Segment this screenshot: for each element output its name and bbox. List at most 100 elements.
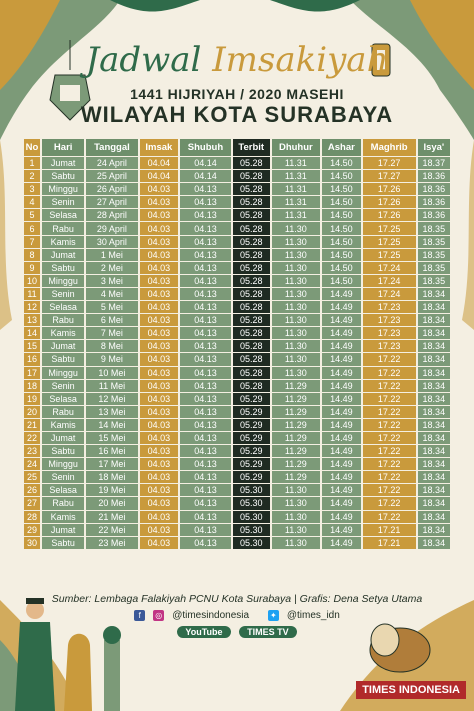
cell-maghrib: 17.26 bbox=[362, 209, 416, 222]
cell-dhuhur: 11.30 bbox=[271, 287, 321, 301]
cell-ashar: 14.49 bbox=[322, 314, 361, 327]
cell-no: 24 bbox=[24, 458, 40, 471]
table-row: 29 Jumat 22 Mei 04.03 04.13 05.30 11.30 14.49 17… bbox=[24, 523, 450, 536]
cell-no: 7 bbox=[24, 235, 40, 248]
cell-dhuhur: 11.30 bbox=[271, 497, 321, 510]
cell-hari: Kamis bbox=[42, 235, 85, 248]
cell-hari: Kamis bbox=[42, 327, 85, 340]
cell-subuh: 04.13 bbox=[180, 392, 231, 405]
cell-isya: 18.34 bbox=[417, 445, 450, 458]
cell-isya: 18.36 bbox=[417, 170, 450, 183]
cell-terbit: 05.28 bbox=[232, 327, 270, 340]
header-hari: Hari bbox=[42, 139, 85, 156]
cell-no: 22 bbox=[24, 431, 40, 445]
cell-no: 18 bbox=[24, 379, 40, 392]
cell-ashar: 14.50 bbox=[322, 274, 361, 287]
cell-terbit: 05.28 bbox=[232, 222, 270, 235]
cell-no: 8 bbox=[24, 248, 40, 261]
cell-no: 23 bbox=[24, 445, 40, 458]
cell-ashar: 14.49 bbox=[322, 405, 361, 418]
cell-terbit: 05.28 bbox=[232, 353, 270, 366]
cell-dhuhur: 11.30 bbox=[271, 261, 321, 274]
cell-terbit: 05.28 bbox=[232, 235, 270, 248]
cell-isya: 18.35 bbox=[417, 222, 450, 235]
cell-hari: Senin bbox=[42, 379, 85, 392]
cell-no: 30 bbox=[24, 536, 40, 549]
cell-ashar: 14.50 bbox=[322, 183, 361, 196]
cell-tanggal: 23 Mei bbox=[86, 536, 138, 549]
cell-imsak: 04.03 bbox=[139, 353, 179, 366]
cell-tanggal: 26 April bbox=[86, 183, 138, 196]
cell-maghrib: 17.23 bbox=[362, 327, 416, 340]
cell-hari: Jumat bbox=[42, 340, 85, 353]
cell-isya: 18.34 bbox=[417, 353, 450, 366]
cell-terbit: 05.29 bbox=[232, 418, 270, 431]
cell-subuh: 04.13 bbox=[180, 523, 231, 536]
table-row: 20 Rabu 13 Mei 04.03 04.13 05.29 11.29 14.49 17.… bbox=[24, 405, 450, 418]
cell-no: 1 bbox=[24, 157, 40, 170]
table-row: 6 Rabu 29 April 04.03 04.13 05.28 11.30 14.50 17… bbox=[24, 222, 450, 235]
cell-terbit: 05.28 bbox=[232, 314, 270, 327]
cell-terbit: 05.30 bbox=[232, 523, 270, 536]
cell-no: 15 bbox=[24, 340, 40, 353]
cell-isya: 18.36 bbox=[417, 183, 450, 196]
cell-ashar: 14.49 bbox=[322, 287, 361, 301]
timestv-link[interactable]: TIMES TV bbox=[239, 626, 297, 638]
cell-ashar: 14.50 bbox=[322, 196, 361, 209]
cell-imsak: 04.03 bbox=[139, 327, 179, 340]
cell-dhuhur: 11.31 bbox=[271, 183, 321, 196]
cell-subuh: 04.13 bbox=[180, 366, 231, 379]
cell-hari: Rabu bbox=[42, 314, 85, 327]
twitter-handle[interactable]: @times_idn bbox=[286, 610, 340, 622]
cell-isya: 18.37 bbox=[417, 157, 450, 170]
cell-hari: Rabu bbox=[42, 497, 85, 510]
cell-terbit: 05.28 bbox=[232, 340, 270, 353]
cell-dhuhur: 11.29 bbox=[271, 392, 321, 405]
cell-maghrib: 17.21 bbox=[362, 523, 416, 536]
cell-hari: Minggu bbox=[42, 183, 85, 196]
cell-hari: Rabu bbox=[42, 222, 85, 235]
cell-maghrib: 17.23 bbox=[362, 340, 416, 353]
cell-hari: Jumat bbox=[42, 157, 85, 170]
cell-isya: 18.34 bbox=[417, 301, 450, 314]
cell-ashar: 14.49 bbox=[322, 431, 361, 445]
table-row: 15 Jumat 8 Mei 04.03 04.13 05.28 11.30 14.49 17.… bbox=[24, 340, 450, 353]
cell-terbit: 05.30 bbox=[232, 497, 270, 510]
cell-isya: 18.34 bbox=[417, 327, 450, 340]
cell-dhuhur: 11.29 bbox=[271, 458, 321, 471]
cell-maghrib: 17.27 bbox=[362, 170, 416, 183]
table-row: 19 Selasa 12 Mei 04.03 04.13 05.29 11.29 14.49 1… bbox=[24, 392, 450, 405]
cell-tanggal: 7 Mei bbox=[86, 327, 138, 340]
drum-icon bbox=[369, 623, 431, 673]
cell-no: 27 bbox=[24, 497, 40, 510]
cell-ashar: 14.49 bbox=[322, 418, 361, 431]
header-no: No bbox=[24, 139, 40, 156]
social-handles: f ◎ @timesindonesia ✦ @times_idn bbox=[0, 610, 474, 621]
cell-imsak: 04.03 bbox=[139, 405, 179, 418]
youtube-link[interactable]: YouTube bbox=[177, 626, 231, 638]
cell-no: 5 bbox=[24, 209, 40, 222]
cell-isya: 18.34 bbox=[417, 536, 450, 549]
cell-maghrib: 17.22 bbox=[362, 431, 416, 445]
table-row: 21 Kamis 14 Mei 04.03 04.13 05.29 11.29 14.49 17… bbox=[24, 418, 450, 431]
cell-subuh: 04.13 bbox=[180, 327, 231, 340]
cell-no: 2 bbox=[24, 170, 40, 183]
cell-terbit: 05.29 bbox=[232, 471, 270, 484]
cell-hari: Kamis bbox=[42, 510, 85, 523]
cell-hari: Rabu bbox=[42, 405, 85, 418]
fb-ig-group: f ◎ @timesindonesia bbox=[130, 610, 256, 621]
table-row: 30 Sabtu 23 Mei 04.03 04.13 05.30 11.30 14.49 17… bbox=[24, 536, 450, 549]
cell-dhuhur: 11.30 bbox=[271, 510, 321, 523]
cell-no: 26 bbox=[24, 484, 40, 497]
cell-isya: 18.34 bbox=[417, 340, 450, 353]
cell-dhuhur: 11.29 bbox=[271, 471, 321, 484]
cell-hari: Sabtu bbox=[42, 445, 85, 458]
cell-maghrib: 17.22 bbox=[362, 484, 416, 497]
cell-subuh: 04.13 bbox=[180, 353, 231, 366]
cell-ashar: 14.49 bbox=[322, 327, 361, 340]
cell-no: 16 bbox=[24, 353, 40, 366]
fb-ig-handle[interactable]: @timesindonesia bbox=[172, 610, 250, 622]
cell-no: 10 bbox=[24, 274, 40, 287]
cell-subuh: 04.13 bbox=[180, 510, 231, 523]
cell-maghrib: 17.23 bbox=[362, 301, 416, 314]
